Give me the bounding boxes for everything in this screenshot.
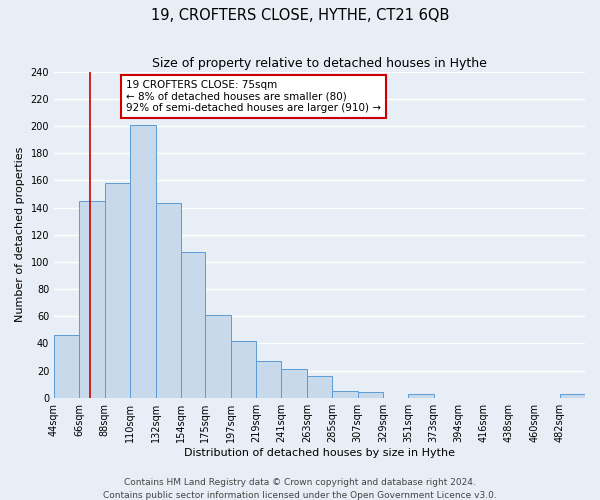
- Bar: [130, 124, 155, 398]
- X-axis label: Distribution of detached houses by size in Hythe: Distribution of detached houses by size …: [184, 448, 455, 458]
- Bar: [205, 315, 230, 398]
- Bar: [358, 392, 383, 398]
- Bar: [256, 361, 281, 398]
- Bar: [230, 340, 256, 398]
- Bar: [332, 391, 358, 398]
- Text: 19 CROFTERS CLOSE: 75sqm
← 8% of detached houses are smaller (80)
92% of semi-de: 19 CROFTERS CLOSE: 75sqm ← 8% of detache…: [126, 80, 381, 113]
- Bar: [79, 200, 105, 398]
- Bar: [54, 335, 79, 398]
- Bar: [181, 252, 205, 398]
- Text: Contains HM Land Registry data © Crown copyright and database right 2024.
Contai: Contains HM Land Registry data © Crown c…: [103, 478, 497, 500]
- Text: 19, CROFTERS CLOSE, HYTHE, CT21 6QB: 19, CROFTERS CLOSE, HYTHE, CT21 6QB: [151, 8, 449, 22]
- Bar: [307, 376, 332, 398]
- Bar: [281, 369, 307, 398]
- Bar: [105, 183, 130, 398]
- Y-axis label: Number of detached properties: Number of detached properties: [15, 147, 25, 322]
- Title: Size of property relative to detached houses in Hythe: Size of property relative to detached ho…: [152, 58, 487, 70]
- Bar: [560, 394, 585, 398]
- Bar: [409, 394, 434, 398]
- Bar: [155, 204, 181, 398]
